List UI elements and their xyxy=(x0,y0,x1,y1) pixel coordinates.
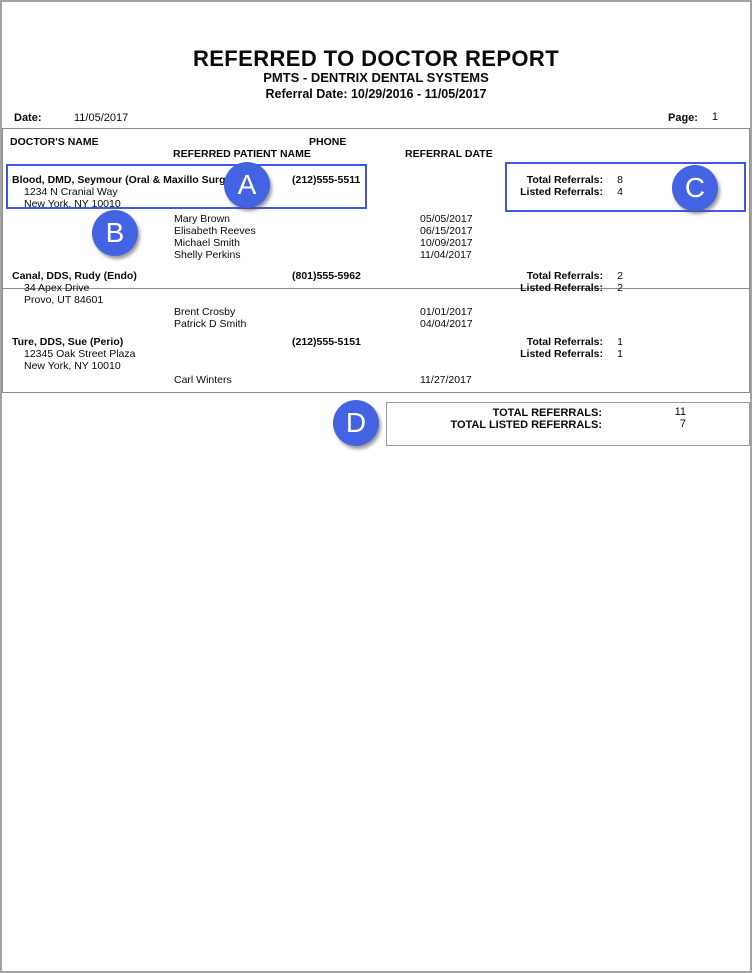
report-title: REFERRED TO DOCTOR REPORT xyxy=(192,46,560,71)
date-value: 11/05/2017 xyxy=(74,112,129,124)
doctor-phone: (801)555-5962 xyxy=(292,270,361,282)
grand-totals-box xyxy=(386,402,750,446)
listed-referrals-value: 1 xyxy=(617,348,623,360)
doctor-phone: (212)555-5511 xyxy=(292,174,361,186)
total-referrals-label: Total Referrals: xyxy=(526,336,603,348)
patient-name: Patrick D Smith xyxy=(174,318,247,330)
patient-name: Michael Smith xyxy=(174,237,240,249)
doctor-name: Ture, DDS, Sue (Perio) xyxy=(12,336,124,348)
callout-b-badge: B xyxy=(92,210,138,256)
patient-referral-date: 11/04/2017 xyxy=(420,249,472,261)
doctor-address2: Provo, UT 84601 xyxy=(24,294,104,306)
patient-name: Shelly Perkins xyxy=(174,249,241,261)
patient-name: Carl Winters xyxy=(174,374,232,386)
listed-referrals-label: Listed Referrals: xyxy=(520,186,603,198)
grand-listed-referrals-label: TOTAL LISTED REFERRALS: xyxy=(450,419,602,431)
listed-referrals-value: 2 xyxy=(617,282,623,294)
patient-name: Mary Brown xyxy=(174,213,231,225)
doctor-phone: (212)555-5151 xyxy=(292,336,361,348)
doctor-address1: 34 Apex Drive xyxy=(24,282,90,294)
patient-referral-date: 04/04/2017 xyxy=(420,318,473,330)
highlight-box-referral-counts xyxy=(505,162,746,212)
grand-total-referrals-label: TOTAL REFERRALS: xyxy=(492,407,602,419)
doctor-address1: 12345 Oak Street Plaza xyxy=(24,348,136,360)
page-label: Page: xyxy=(668,112,698,124)
doctor-name: Canal, DDS, Rudy (Endo) xyxy=(12,270,137,282)
listed-referrals-label: Listed Referrals: xyxy=(520,282,603,294)
listed-referrals-label: Listed Referrals: xyxy=(520,348,603,360)
grand-total-referrals-value: 11 xyxy=(674,406,686,418)
patient-referral-date: 05/05/2017 xyxy=(420,213,473,225)
report-table-frame xyxy=(2,128,750,393)
patient-referral-date: 10/09/2017 xyxy=(420,237,473,249)
doctor-address2: New York, NY 10010 xyxy=(24,360,121,372)
listed-referrals-value: 4 xyxy=(617,186,623,198)
col-header-phone: PHONE xyxy=(309,136,347,148)
doctor-name: Blood, DMD, Seymour (Oral & Maxillo Surg… xyxy=(12,174,230,186)
total-referrals-value: 8 xyxy=(617,174,623,186)
callout-d-badge: D xyxy=(333,400,379,446)
callout-c-badge: C xyxy=(672,165,718,211)
callout-a-badge: A xyxy=(224,162,270,208)
patient-name: Elisabeth Reeves xyxy=(174,225,256,237)
doctor-address1: 1234 N Cranial Way xyxy=(24,186,118,198)
page-number: 1 xyxy=(711,111,718,123)
grand-listed-referrals-value: 7 xyxy=(679,418,686,430)
patient-referral-date: 01/01/2017 xyxy=(420,306,473,318)
col-header-referral-date: REFERRAL DATE xyxy=(405,148,493,160)
date-label: Date: xyxy=(14,112,42,124)
col-header-doctor-name: DOCTOR'S NAME xyxy=(10,136,99,148)
total-referrals-value: 2 xyxy=(617,270,623,282)
total-referrals-label: Total Referrals: xyxy=(526,270,603,282)
report-subtitle: PMTS - DENTRIX DENTAL SYSTEMS xyxy=(263,70,489,85)
patient-name: Brent Crosby xyxy=(174,306,236,318)
total-referrals-value: 1 xyxy=(617,336,623,348)
referral-date-range: Referral Date: 10/29/2016 - 11/05/2017 xyxy=(265,87,487,101)
highlight-box-doctor-info xyxy=(6,164,367,209)
patient-referral-date: 06/15/2017 xyxy=(420,225,473,237)
patient-referral-date: 11/27/2017 xyxy=(420,374,472,386)
total-referrals-label: Total Referrals: xyxy=(526,174,603,186)
table-header-divider xyxy=(3,288,749,289)
col-header-patient-name: REFERRED PATIENT NAME xyxy=(173,148,311,160)
